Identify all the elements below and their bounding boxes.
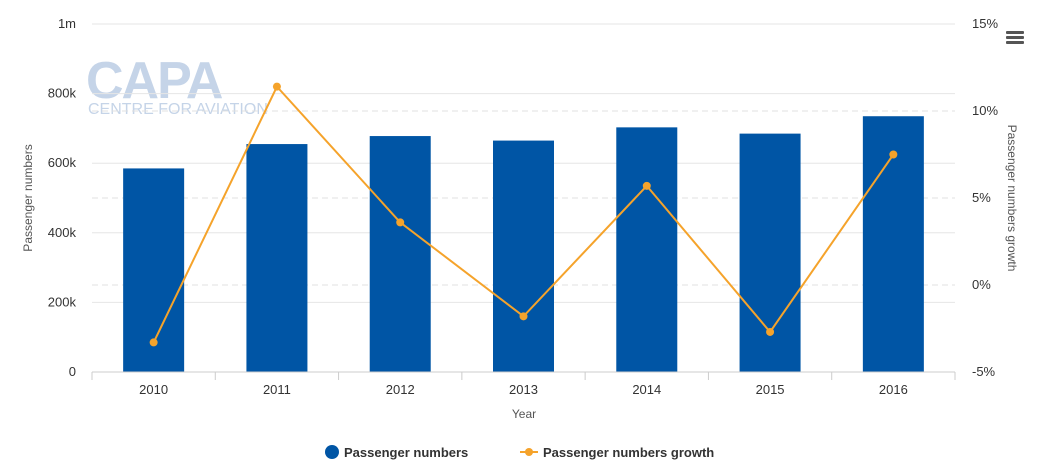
- bar: [862, 116, 924, 372]
- legend-item-passenger-numbers[interactable]: Passenger numbers: [325, 445, 468, 460]
- x-tick-label: 2012: [386, 382, 415, 397]
- growth-point: [272, 82, 281, 91]
- x-tick-label: 2010: [139, 382, 168, 397]
- watermark-logo-text: CAPA: [86, 52, 223, 110]
- y-tick-label-right: 15%: [972, 16, 998, 31]
- y-axis-title-left: Passenger numbers: [21, 144, 35, 251]
- bar: [616, 127, 678, 372]
- y-tick-label-right: 10%: [972, 103, 998, 118]
- growth-point: [642, 181, 651, 190]
- bar: [369, 136, 431, 372]
- axes: 0 200k 400k 600k 800k 1m -5% 0% 5% 10% 15% 2010 2011…: [48, 16, 999, 397]
- y-tick-label-left: 200k: [48, 294, 77, 309]
- legend-label-bar: Passenger numbers: [344, 445, 468, 460]
- legend-marker-bar: [325, 445, 339, 459]
- x-tick-label: 2014: [632, 382, 661, 397]
- y-tick-label-right: 0%: [972, 277, 991, 292]
- legend-label-line: Passenger numbers growth: [543, 445, 714, 460]
- y-tick-label-left: 400k: [48, 225, 77, 240]
- growth-point: [396, 218, 405, 227]
- growth-point: [519, 312, 528, 321]
- y-tick-label-left: 0: [69, 364, 76, 379]
- line-series: [149, 82, 898, 347]
- bar: [493, 140, 554, 372]
- growth-point: [889, 150, 898, 159]
- legend: Passenger numbers Passenger numbers grow…: [325, 445, 714, 460]
- y-axis-title-right: Passenger numbers growth: [1005, 125, 1019, 272]
- y-tick-label-right: -5%: [972, 364, 996, 379]
- x-tick-label: 2013: [509, 382, 538, 397]
- watermark-tagline: CENTRE FOR AVIATION: [88, 101, 268, 118]
- bar: [246, 144, 308, 372]
- y-tick-label-right: 5%: [972, 190, 991, 205]
- y-tick-label-left: 1m: [58, 16, 76, 31]
- bar: [739, 133, 801, 372]
- legend-item-passenger-numbers-growth[interactable]: Passenger numbers growth: [520, 445, 714, 460]
- x-tick-label: 2011: [263, 382, 291, 397]
- growth-point: [766, 327, 775, 336]
- x-axis-title: Year: [512, 407, 536, 421]
- legend-marker-dot: [525, 448, 533, 456]
- capa-watermark-logo: CAPA CENTRE FOR AVIATION: [86, 52, 268, 118]
- x-tick-label: 2016: [879, 382, 908, 397]
- y-tick-label-left: 800k: [48, 86, 77, 101]
- bar: [123, 168, 185, 372]
- x-tick-label: 2015: [756, 382, 785, 397]
- y-tick-label-left: 600k: [48, 155, 77, 170]
- growth-point: [149, 338, 158, 347]
- bar-series: [123, 116, 924, 372]
- hamburger-menu-icon[interactable]: [1006, 31, 1024, 44]
